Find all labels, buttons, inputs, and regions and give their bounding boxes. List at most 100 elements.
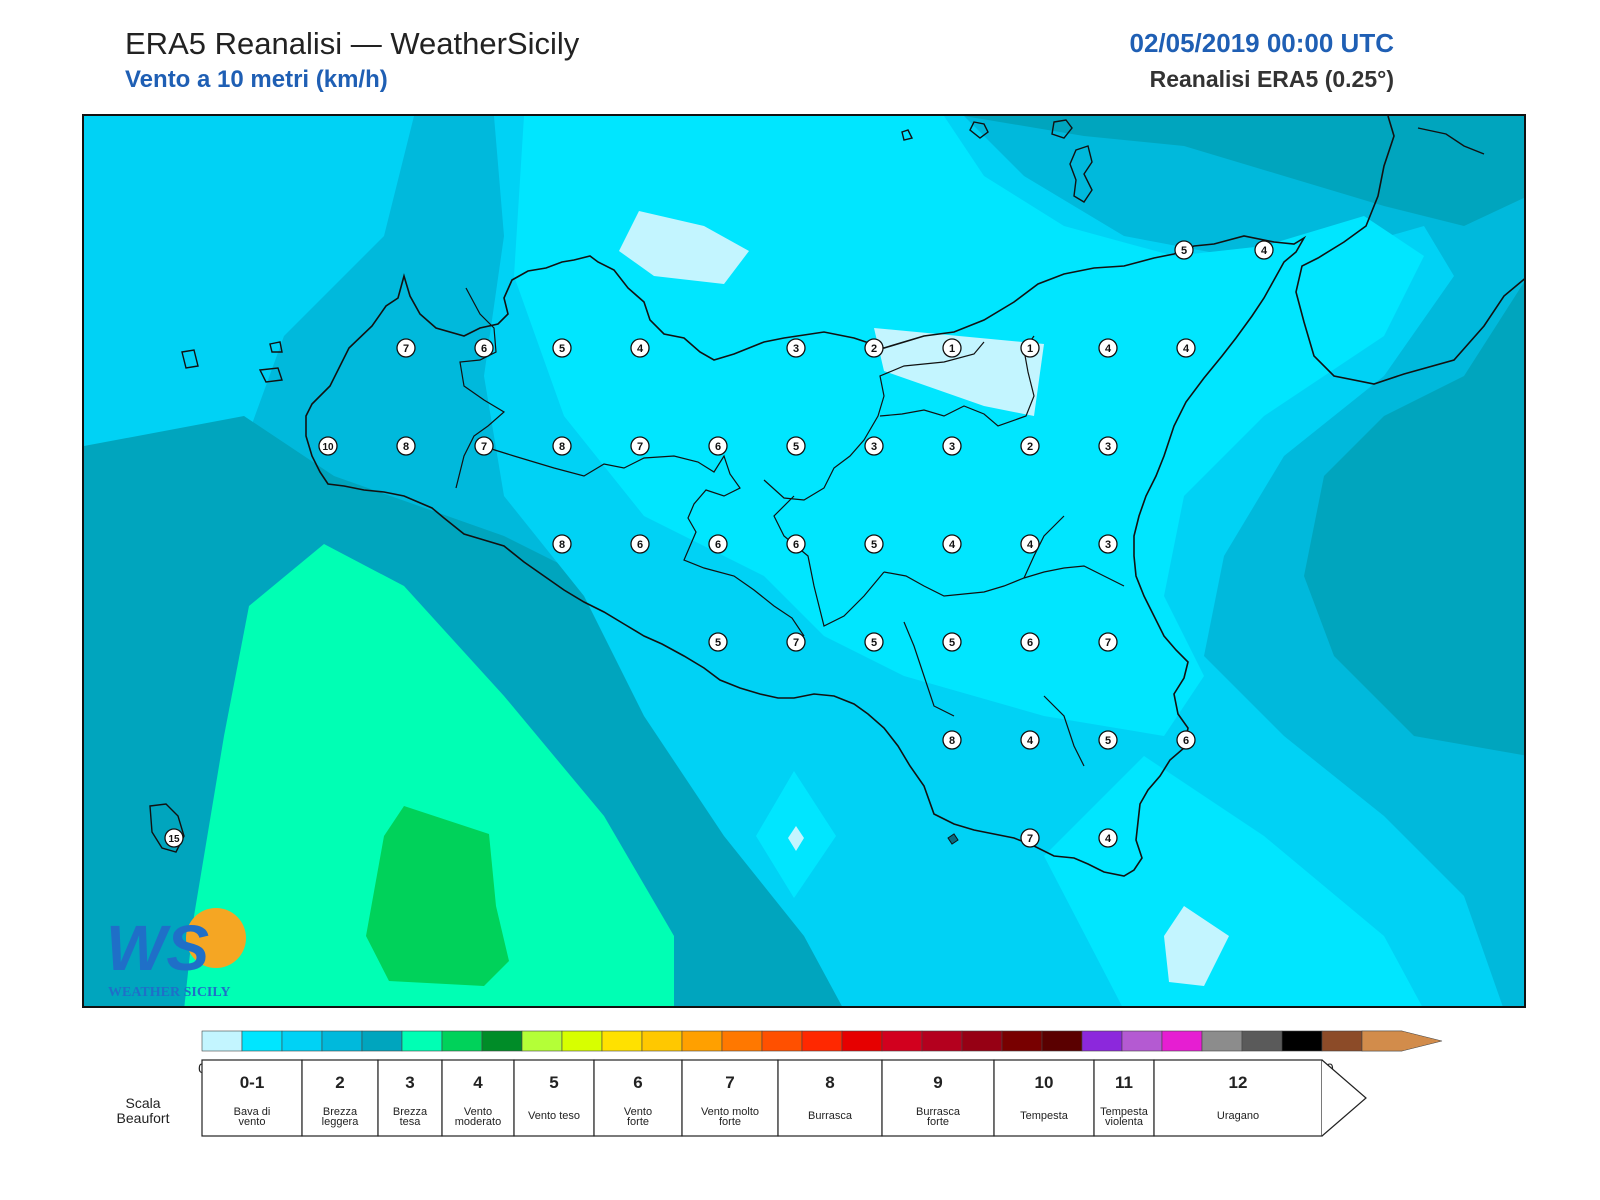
colorbar-swatch [681, 1030, 723, 1052]
colorbar-swatch [481, 1030, 523, 1052]
station-circle [1098, 730, 1118, 750]
station-circle [1020, 632, 1040, 652]
island-salina [969, 121, 989, 139]
beaufort-cell: 10 Tempesta [993, 1059, 1095, 1137]
station-wind-value: 7 [637, 441, 643, 453]
colorbar-swatch [921, 1030, 963, 1052]
field-light-band [514, 116, 1424, 736]
wind-station-marker: 8 [942, 730, 962, 750]
colorbar-swatch [241, 1030, 283, 1052]
station-wind-value: 4 [949, 539, 956, 551]
colorbar-swatch [801, 1030, 843, 1052]
field-green [184, 544, 674, 1006]
beaufort-desc-line1: Burrasca [916, 1106, 961, 1118]
wind-station-marker: 15 [164, 828, 184, 848]
beaufort-number: 3 [405, 1073, 414, 1092]
station-circle [1176, 730, 1196, 750]
station-wind-value: 6 [793, 539, 799, 551]
station-circle [864, 338, 884, 358]
beaufort-number: 7 [725, 1073, 734, 1092]
beaufort-number: 10 [1035, 1073, 1054, 1092]
wind-station-marker: 8 [552, 436, 572, 456]
station-wind-value: 5 [949, 637, 955, 649]
station-circle [1098, 436, 1118, 456]
station-circle [474, 436, 494, 456]
beaufort-cell-box [441, 1059, 515, 1137]
station-wind-value: 7 [481, 441, 487, 453]
station-circle [708, 632, 728, 652]
beaufort-desc-line1: Tempesta [1100, 1106, 1149, 1118]
colorbar-swatch [1041, 1030, 1083, 1052]
colorbar-swatch [1161, 1030, 1203, 1052]
station-circle [786, 534, 806, 554]
wind-station-marker: 5 [1174, 240, 1194, 260]
station-circle [942, 436, 962, 456]
station-wind-value: 5 [715, 637, 721, 649]
station-wind-value: 3 [793, 343, 799, 355]
wind-station-marker: 4 [630, 338, 650, 358]
beaufort-number: 5 [549, 1073, 558, 1092]
wind-station-marker: 4 [1098, 338, 1118, 358]
colorbar-swatch [1281, 1030, 1323, 1052]
station-circle [942, 534, 962, 554]
wind-station-marker: 6 [708, 534, 728, 554]
calabria-coastline [1295, 116, 1524, 385]
wind-station-marker: 3 [786, 338, 806, 358]
colorbar-swatch [441, 1030, 483, 1052]
station-wind-value: 3 [1105, 539, 1111, 551]
station-circle [552, 436, 572, 456]
border-ag-cl [481, 445, 805, 637]
beaufort-cell: 12 Uragano [1153, 1059, 1323, 1137]
beaufort-number: 8 [825, 1073, 834, 1092]
beaufort-cell: 5 Vento teso [513, 1059, 595, 1137]
station-circle [396, 436, 416, 456]
station-wind-value: 6 [481, 343, 487, 355]
border-sr-rg [1043, 695, 1085, 767]
border-ct-inner [1023, 515, 1065, 579]
wind-station-marker: 5 [942, 632, 962, 652]
station-circle [786, 436, 806, 456]
beaufort-desc-line2: forte [627, 1116, 649, 1128]
border-rg [903, 621, 955, 717]
beaufort-desc-line1: Bava di [234, 1106, 271, 1118]
wind-station-marker: 5 [552, 338, 572, 358]
beaufort-number: 0-1 [240, 1073, 265, 1092]
island-favignana [269, 341, 283, 353]
beaufort-cell-box [201, 1059, 303, 1137]
calm-patch-se [1164, 906, 1229, 986]
station-wind-value: 5 [871, 637, 877, 649]
station-wind-value: 7 [403, 343, 409, 355]
wind-station-marker: 5 [864, 632, 884, 652]
station-circle [708, 436, 728, 456]
wind-station-marker: 10 [318, 436, 338, 456]
wind-map: 7 6 5 4 3 2 1 1 4 4 10 8 7 8 7 6 5 3 3 2 3 8 6 6 6 5 4 4 3 5 7 5 5 6 7 8 4 5 6… [82, 114, 1526, 1008]
station-wind-value: 6 [715, 539, 721, 551]
station-wind-value: 4 [1183, 343, 1190, 355]
beaufort-number: 4 [473, 1073, 483, 1092]
beaufort-cell-box [377, 1059, 443, 1137]
map-subtitle: Vento a 10 metri (km/h) [125, 66, 388, 93]
station-wind-value: 8 [949, 735, 955, 747]
station-circle [864, 632, 884, 652]
calabria-north-coast [1417, 127, 1485, 155]
colorbar-swatch [561, 1030, 603, 1052]
wind-field: 7 6 5 4 3 2 1 1 4 4 10 8 7 8 7 6 5 3 3 2 3 8 6 6 6 5 4 4 3 5 7 5 5 6 7 8 4 5 6… [84, 116, 1524, 1006]
field-nw [84, 116, 414, 496]
station-circle [1020, 436, 1040, 456]
beaufort-cell-box [881, 1059, 995, 1137]
station-circle [942, 730, 962, 750]
beaufort-desc-line2: moderato [455, 1116, 501, 1128]
beaufort-desc-line2: forte [719, 1116, 741, 1128]
calm-patch-madonie [874, 328, 1044, 416]
wind-station-marker: 6 [1020, 632, 1040, 652]
station-wind-value: 8 [403, 441, 409, 453]
beaufort-cell-box [993, 1059, 1095, 1137]
wind-station-marker: 6 [786, 534, 806, 554]
station-circle [1020, 534, 1040, 554]
station-circle [1098, 534, 1118, 554]
data-source: Reanalisi ERA5 (0.25°) [1149, 66, 1394, 92]
wind-station-marker: 4 [1020, 730, 1040, 750]
